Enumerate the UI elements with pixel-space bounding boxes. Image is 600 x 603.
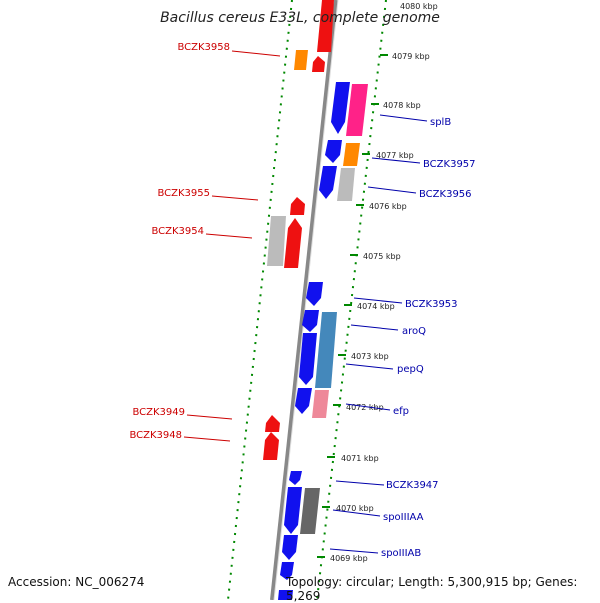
genome-summary-text: Topology: circular; Length: 5,300,915 bp… bbox=[286, 575, 578, 603]
kbp-label: 4074 kbp bbox=[357, 302, 395, 311]
gene-feature-reverse[interactable] bbox=[312, 56, 325, 72]
kbp-label: 4078 kbp bbox=[383, 101, 421, 110]
gene-feature-forward[interactable] bbox=[299, 333, 317, 385]
gene-feature-grey[interactable] bbox=[337, 168, 355, 201]
map-title: Bacillus cereus E33L, complete genome bbox=[160, 10, 440, 26]
accession-text: Accession: NC_006274 bbox=[8, 575, 145, 589]
gene-feature-forward[interactable] bbox=[319, 166, 337, 199]
gene-label-left[interactable]: BCZK3954 bbox=[151, 226, 204, 237]
kbp-label-top: 4080 kbp bbox=[400, 2, 438, 11]
gene-feature-forward[interactable] bbox=[331, 82, 350, 134]
gene-feature-forward[interactable] bbox=[325, 140, 342, 163]
gene-feature-reverse[interactable] bbox=[265, 415, 280, 432]
gene-feature-grey[interactable] bbox=[267, 216, 286, 266]
gene-label-right[interactable]: spoIIIAA bbox=[383, 512, 424, 523]
gene-feature-forward[interactable] bbox=[295, 388, 312, 414]
right-leader-lines bbox=[329, 114, 428, 554]
gene-feature-reverse[interactable] bbox=[284, 218, 302, 268]
gene-label-right[interactable]: BCZK3947 bbox=[386, 480, 439, 491]
kbp-label: 4070 kbp bbox=[336, 504, 374, 513]
gene-feature-forward[interactable] bbox=[306, 282, 323, 306]
kbp-label: 4071 kbp bbox=[341, 454, 379, 463]
kbp-label: 4072 kbp bbox=[346, 403, 384, 412]
gene-label-left[interactable]: BCZK3958 bbox=[177, 42, 230, 53]
kbp-label: 4069 kbp bbox=[330, 554, 368, 563]
gene-feature-pink[interactable] bbox=[312, 390, 329, 418]
gene-feature-reverse[interactable] bbox=[263, 432, 279, 460]
gene-label-right[interactable]: BCZK3953 bbox=[405, 299, 458, 310]
gene-feature-orange[interactable] bbox=[294, 50, 308, 70]
kbp-label: 4076 kbp bbox=[369, 202, 407, 211]
gene-label-right[interactable]: splB bbox=[430, 117, 451, 128]
gene-feature-reverse[interactable] bbox=[290, 197, 305, 215]
scale-ticks bbox=[317, 54, 388, 558]
backbone-highlight bbox=[273, 0, 339, 600]
gene-feature-forward[interactable] bbox=[282, 535, 298, 560]
gene-label-right[interactable]: spoIIIAB bbox=[381, 548, 421, 559]
backbone-line bbox=[270, 0, 338, 600]
kbp-label: 4073 kbp bbox=[351, 352, 389, 361]
kbp-label: 4079 kbp bbox=[392, 52, 430, 61]
gene-feature-forward[interactable] bbox=[278, 590, 293, 600]
gene-label-right[interactable]: aroQ bbox=[402, 326, 426, 337]
gene-label-left[interactable]: BCZK3955 bbox=[157, 188, 210, 199]
gene-label-left[interactable]: BCZK3948 bbox=[129, 430, 182, 441]
gene-label-left[interactable]: BCZK3949 bbox=[132, 407, 185, 418]
kbp-label: 4077 kbp bbox=[376, 151, 414, 160]
kbp-label: 4075 kbp bbox=[363, 252, 401, 261]
gene-feature-orange[interactable] bbox=[343, 143, 360, 166]
gene-feature-steel[interactable] bbox=[315, 312, 337, 388]
gene-feature-darkgrey[interactable] bbox=[300, 488, 320, 534]
gene-feature-magenta[interactable] bbox=[346, 84, 368, 136]
gene-feature-forward[interactable] bbox=[302, 310, 319, 332]
gene-feature-reverse[interactable] bbox=[317, 0, 334, 52]
left-leader-lines bbox=[183, 50, 281, 442]
gene-label-right[interactable]: BCZK3957 bbox=[423, 159, 476, 170]
gene-label-right[interactable]: efp bbox=[393, 406, 409, 417]
gene-feature-forward[interactable] bbox=[289, 471, 302, 485]
gene-feature-forward[interactable] bbox=[280, 562, 294, 580]
gene-label-right[interactable]: BCZK3956 bbox=[419, 189, 472, 200]
gene-label-right[interactable]: pepQ bbox=[397, 364, 424, 375]
gene-feature-forward[interactable] bbox=[284, 487, 302, 534]
